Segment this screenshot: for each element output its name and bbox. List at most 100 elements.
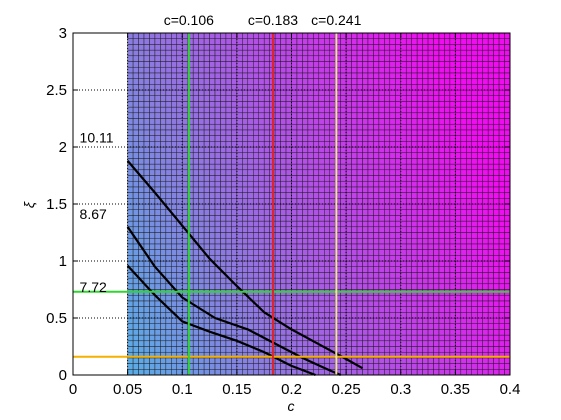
heatmap-cell — [340, 180, 347, 188]
heatmap-cell — [313, 66, 320, 74]
heatmap-cell — [324, 215, 330, 222]
heatmap-cell — [236, 192, 243, 199]
heatmap-cell — [171, 66, 178, 74]
heatmap-cell — [154, 89, 161, 96]
heatmap-cell — [263, 55, 270, 62]
heatmap-cell — [291, 346, 298, 353]
heatmap-cell — [138, 106, 145, 114]
heatmap-cell — [176, 163, 183, 171]
heatmap-cell — [384, 334, 391, 342]
heatmap-cell — [302, 317, 309, 324]
heatmap-cell — [324, 152, 330, 159]
heatmap-cell — [203, 152, 210, 159]
heatmap-cell — [427, 283, 434, 290]
heatmap-cell — [400, 38, 407, 45]
heatmap-cell — [427, 294, 434, 302]
heatmap-cell — [411, 237, 418, 245]
heatmap-cell — [209, 123, 216, 131]
heatmap-cell — [318, 357, 325, 364]
heatmap-cell — [466, 123, 472, 131]
heatmap-cell — [438, 163, 445, 171]
heatmap-cell — [329, 186, 336, 193]
heatmap-cell — [427, 323, 434, 330]
heatmap-cell — [138, 66, 145, 74]
heatmap-cell — [356, 129, 363, 136]
heatmap-cell — [138, 260, 145, 267]
heatmap-cell — [165, 340, 172, 347]
heatmap-cell — [373, 95, 380, 102]
heatmap-cell — [291, 226, 298, 233]
heatmap-cell — [324, 334, 330, 342]
heatmap-cell — [182, 95, 188, 102]
heatmap-cell — [291, 135, 298, 142]
heatmap-cell — [416, 169, 423, 176]
heatmap-cell — [367, 306, 374, 313]
heatmap-cell — [384, 232, 391, 239]
heatmap-cell — [242, 300, 249, 307]
heatmap-cell — [214, 89, 221, 96]
heatmap-cell — [487, 175, 494, 182]
heatmap-cell — [324, 123, 330, 131]
heatmap-cell — [356, 346, 363, 353]
heatmap-cell — [466, 66, 472, 74]
heatmap-cell — [471, 180, 478, 188]
heatmap-cell — [324, 106, 330, 114]
heatmap-cell — [258, 112, 265, 119]
heatmap-cell — [471, 198, 478, 205]
heatmap-cell — [504, 89, 511, 96]
heatmap-cell — [405, 220, 412, 228]
heatmap-cell — [378, 272, 385, 279]
heatmap-cell — [427, 209, 434, 216]
heatmap-cell — [209, 203, 216, 210]
heatmap-cell — [476, 203, 483, 210]
heatmap-cell — [231, 249, 238, 256]
heatmap-cell — [422, 118, 429, 125]
heatmap-cell — [438, 95, 445, 102]
heatmap-cell — [214, 226, 221, 233]
heatmap-cell — [373, 306, 380, 313]
heatmap-cell — [351, 32, 358, 39]
heatmap-cell — [176, 118, 183, 125]
heatmap-cell — [318, 61, 325, 68]
heatmap-cell — [405, 169, 412, 176]
heatmap-cell — [324, 55, 330, 62]
contour-labels: 10.118.677.72 — [80, 129, 114, 294]
heatmap-cell — [154, 220, 161, 228]
heatmap-cell — [182, 129, 188, 136]
heatmap-cell — [258, 357, 265, 364]
heatmap-cell — [471, 363, 478, 370]
heatmap-cell — [165, 32, 172, 39]
heatmap-cell — [356, 334, 363, 342]
heatmap-cell — [493, 300, 500, 307]
heatmap-cell — [285, 340, 292, 347]
heatmap-cell — [143, 329, 150, 336]
heatmap-cell — [165, 323, 172, 330]
heatmap-cell — [405, 363, 412, 370]
heatmap-cell — [367, 220, 374, 228]
heatmap-cell — [351, 237, 358, 245]
heatmap-cell — [466, 44, 472, 51]
heatmap-cell — [345, 334, 352, 342]
heatmap-cell — [182, 346, 188, 353]
heatmap-cell — [504, 55, 511, 62]
heatmap-cell — [154, 84, 161, 91]
heatmap-cell — [149, 146, 156, 153]
heatmap-cell — [236, 95, 243, 102]
heatmap-cell — [400, 78, 407, 85]
heatmap-cell — [389, 294, 396, 302]
heatmap-cell — [285, 72, 292, 79]
heatmap-cell — [313, 123, 320, 131]
heatmap-cell — [280, 180, 287, 188]
heatmap-cell — [176, 209, 183, 216]
heatmap-cell — [263, 169, 270, 176]
heatmap-cell — [487, 186, 494, 193]
heatmap-cell — [154, 323, 161, 330]
heatmap-cell — [351, 186, 358, 193]
heatmap-cell — [389, 317, 396, 324]
heatmap-cell — [285, 329, 292, 336]
heatmap-cell — [444, 38, 451, 45]
heatmap-cell — [302, 146, 309, 153]
heatmap-cell — [192, 106, 199, 114]
heatmap-cell — [411, 369, 418, 376]
heatmap-cell — [242, 215, 249, 222]
